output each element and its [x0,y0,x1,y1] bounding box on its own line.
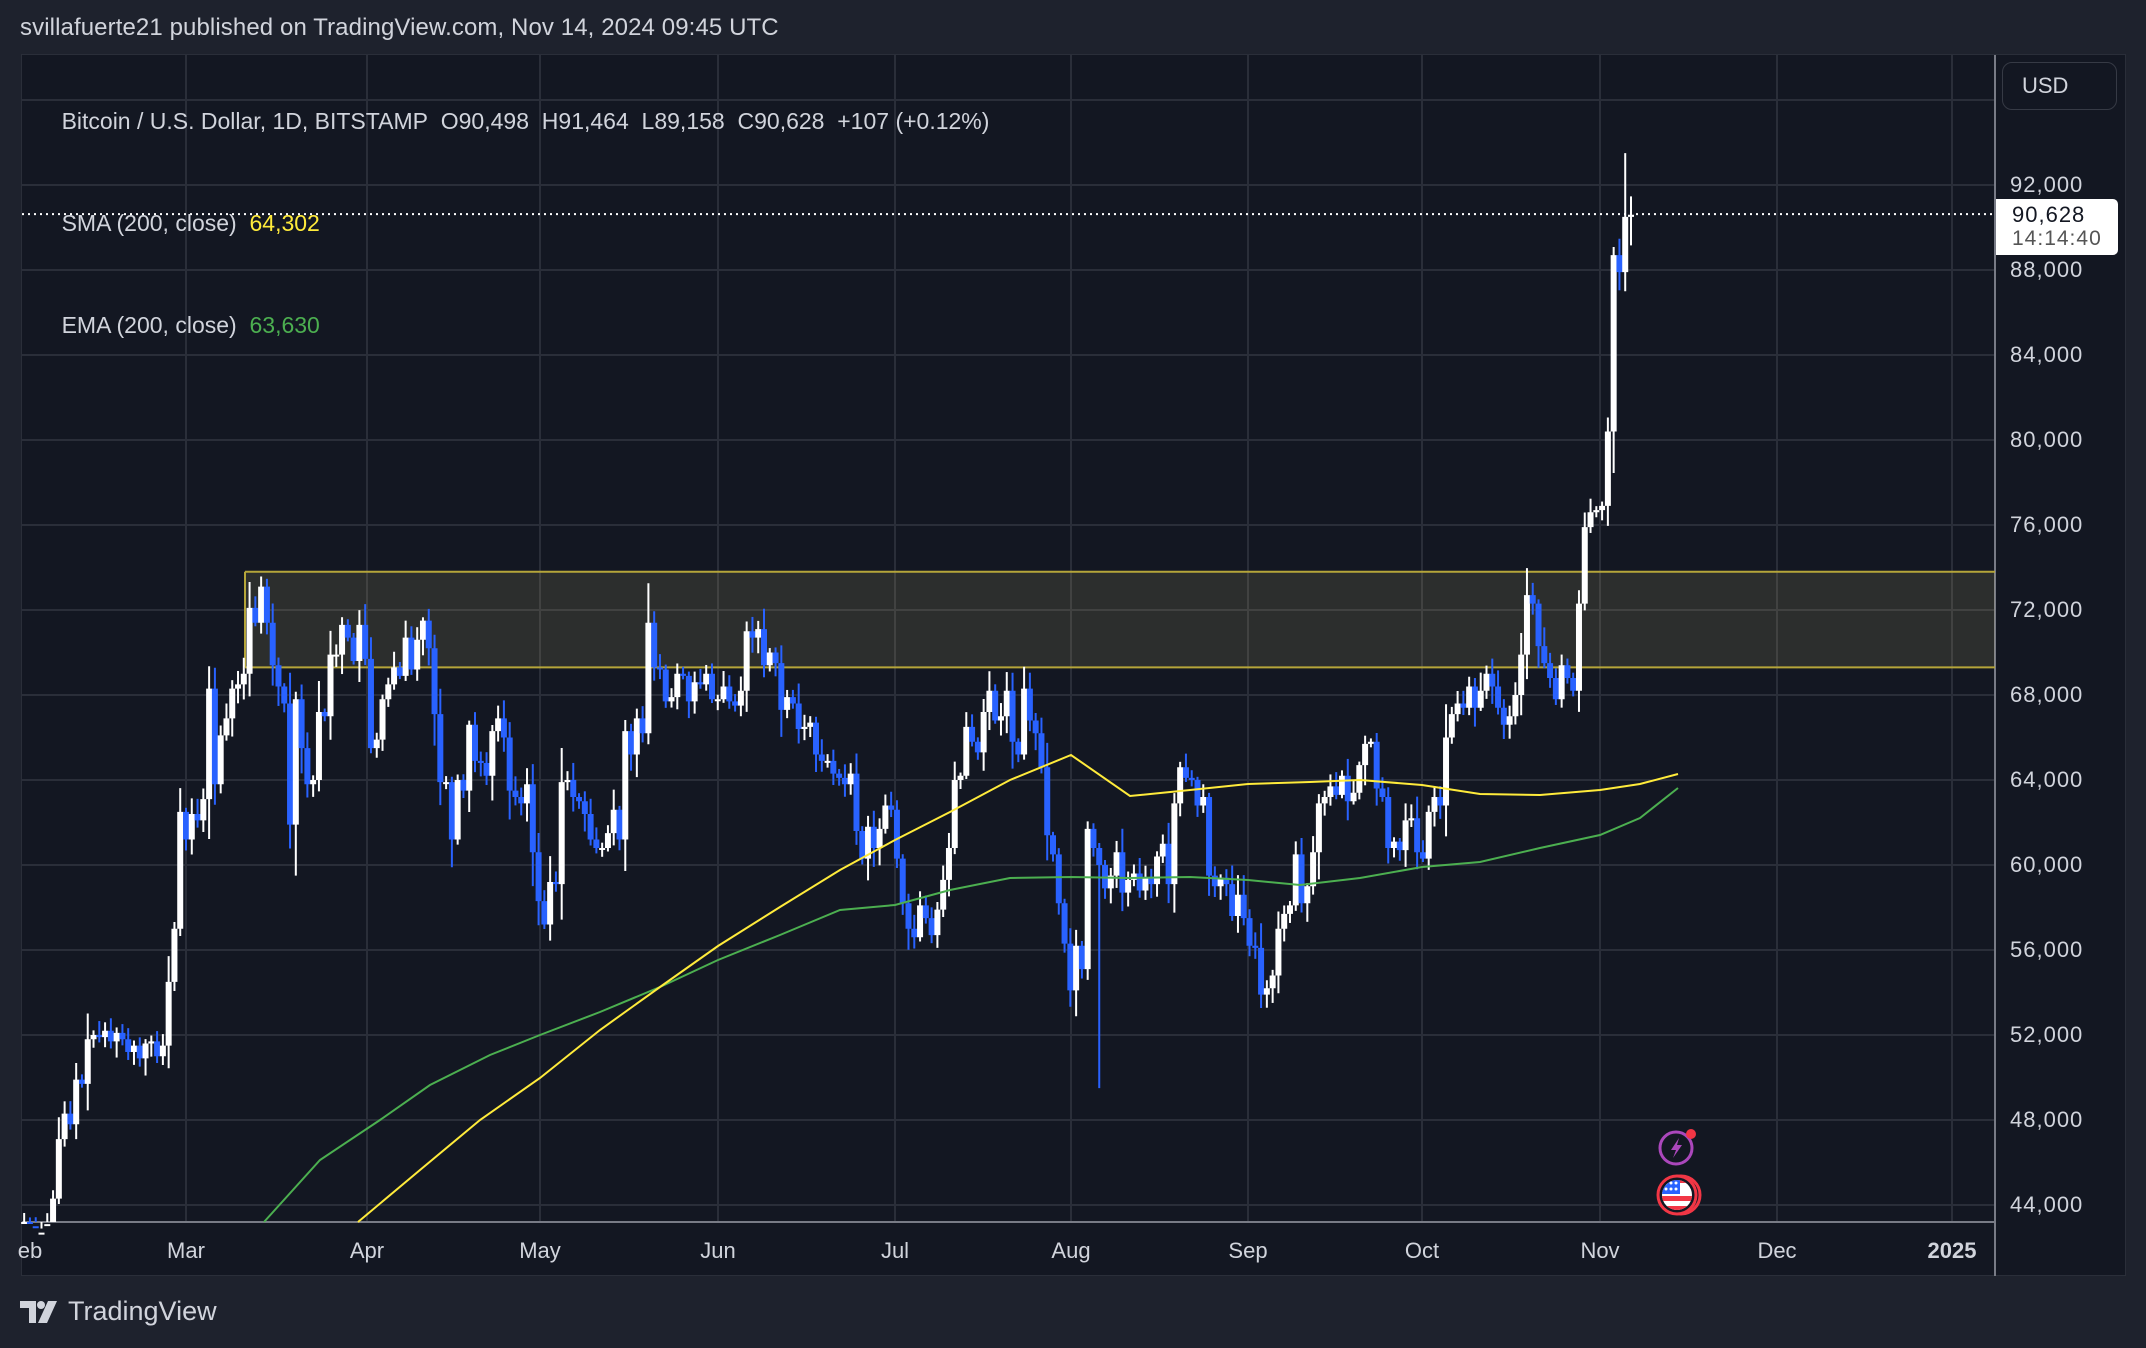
low-value: 89,158 [654,108,725,134]
time-tick-label: eb [17,1238,43,1263]
price-tick-label: 64,000 [2010,767,2084,792]
tradingview-brand: TradingView [68,1296,217,1326]
last-price-tag: 90,628 14:14:40 [1996,199,2118,255]
us-flag-economic-event-icon[interactable] [1656,1172,1702,1216]
price-tick-label: 60,000 [2010,852,2084,877]
price-tick-label: 56,000 [2010,937,2084,962]
time-tick-label: Aug [1051,1238,1091,1263]
high-value: 91,464 [558,108,629,134]
low-label: L [641,108,655,134]
time-tick-label: Oct [1404,1238,1440,1263]
tradingview-logo[interactable]: TradingView [20,1296,217,1327]
ema-legend-row[interactable]: EMA (200, close) 63,630 [36,274,989,376]
price-tick-label: 88,000 [2010,257,2084,282]
sma-label: SMA (200, close) [61,210,237,236]
open-value: 90,498 [458,108,529,134]
price-tick-label: 48,000 [2010,1107,2084,1132]
sma-legend-row[interactable]: SMA (200, close) 64,302 [36,172,989,274]
price-tick-label: 52,000 [2010,1022,2084,1047]
close-label: C [737,108,755,134]
close-value: 90,628 [754,108,825,134]
bar-countdown: 14:14:40 [2012,227,2102,250]
time-tick-label: Dec [1757,1238,1797,1263]
time-tick-label: Jun [700,1238,736,1263]
time-tick-label: Apr [349,1238,385,1263]
currency-button[interactable]: USD [2002,62,2117,110]
change-value: +107 (+0.12%) [837,108,990,134]
price-tick-label: 76,000 [2010,512,2084,537]
time-tick-label: Nov [1580,1238,1620,1263]
sma-value: 64,302 [249,210,320,236]
price-tick-label: 92,000 [2010,172,2084,197]
tradingview-logo-icon [20,1300,57,1323]
time-tick-label: Mar [167,1238,205,1263]
price-tick-label: 72,000 [2010,597,2084,622]
publish-header: svillafuerte21 published on TradingView.… [20,14,779,41]
symbol-legend-row[interactable]: Bitcoin / U.S. Dollar, 1D, BITSTAMP O90,… [36,70,990,172]
resistance-zone[interactable] [245,571,1995,668]
chart-legend: Bitcoin / U.S. Dollar, 1D, BITSTAMP O90,… [36,70,990,376]
symbol-name: Bitcoin / U.S. Dollar, 1D, BITSTAMP [61,108,428,134]
time-tick-label: May [519,1238,561,1263]
price-tick-label: 80,000 [2010,427,2084,452]
price-tick-label: 44,000 [2010,1192,2084,1217]
lightning-event-icon[interactable] [1656,1126,1698,1168]
sma-200-line[interactable] [357,753,1679,1223]
candles [21,153,1634,1235]
ema-value: 63,630 [249,312,320,338]
price-tick-label: 84,000 [2010,342,2084,367]
time-tick-label: Sep [1228,1238,1268,1263]
ema-200-line[interactable] [263,787,1679,1223]
time-tick-label: 2025 [1927,1238,1977,1263]
time-tick-label: Jul [880,1238,910,1263]
high-label: H [541,108,559,134]
ema-label: EMA (200, close) [61,312,237,338]
price-tick-label: 68,000 [2010,682,2084,707]
open-label: O [440,108,459,134]
last-price-value: 90,628 [2012,202,2086,227]
